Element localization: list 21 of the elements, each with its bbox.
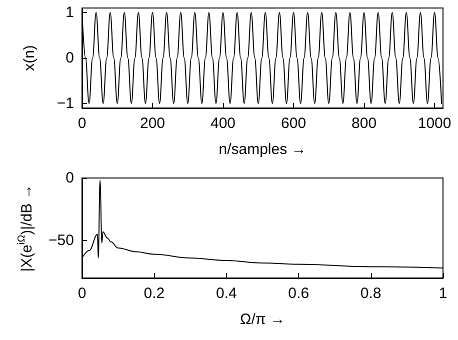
x-tick-label: 0.2	[144, 285, 165, 302]
y-tick-label: 1	[66, 4, 74, 22]
x-tick-label: 200	[140, 115, 166, 132]
x-tick-label: 0.8	[360, 285, 382, 302]
y-tick-label: 0	[66, 170, 74, 186]
x-tick-label: 1	[438, 285, 448, 302]
x-tick-label: 1000	[418, 115, 452, 132]
x-tick-label: 0	[78, 115, 86, 132]
x-tick-label: 600	[281, 115, 306, 132]
y-tick-label: −50	[48, 232, 74, 249]
y-tick-label: −1	[56, 94, 74, 112]
x-tick-label: 400	[210, 115, 236, 132]
x-axis-title: Ω/π →	[240, 311, 285, 328]
y-axis-title: x(n)	[21, 45, 38, 71]
x-tick-label: 0.4	[216, 285, 237, 302]
x-tick-label: 0.6	[288, 285, 310, 302]
x-axis-title: n/samples →	[218, 141, 306, 158]
x-tick-label: 800	[352, 115, 377, 132]
y-axis-title: |X(eiΩ)|/dB →	[16, 184, 36, 272]
y-tick-label: 0	[66, 50, 74, 66]
x-tick-label: 0	[78, 285, 86, 302]
